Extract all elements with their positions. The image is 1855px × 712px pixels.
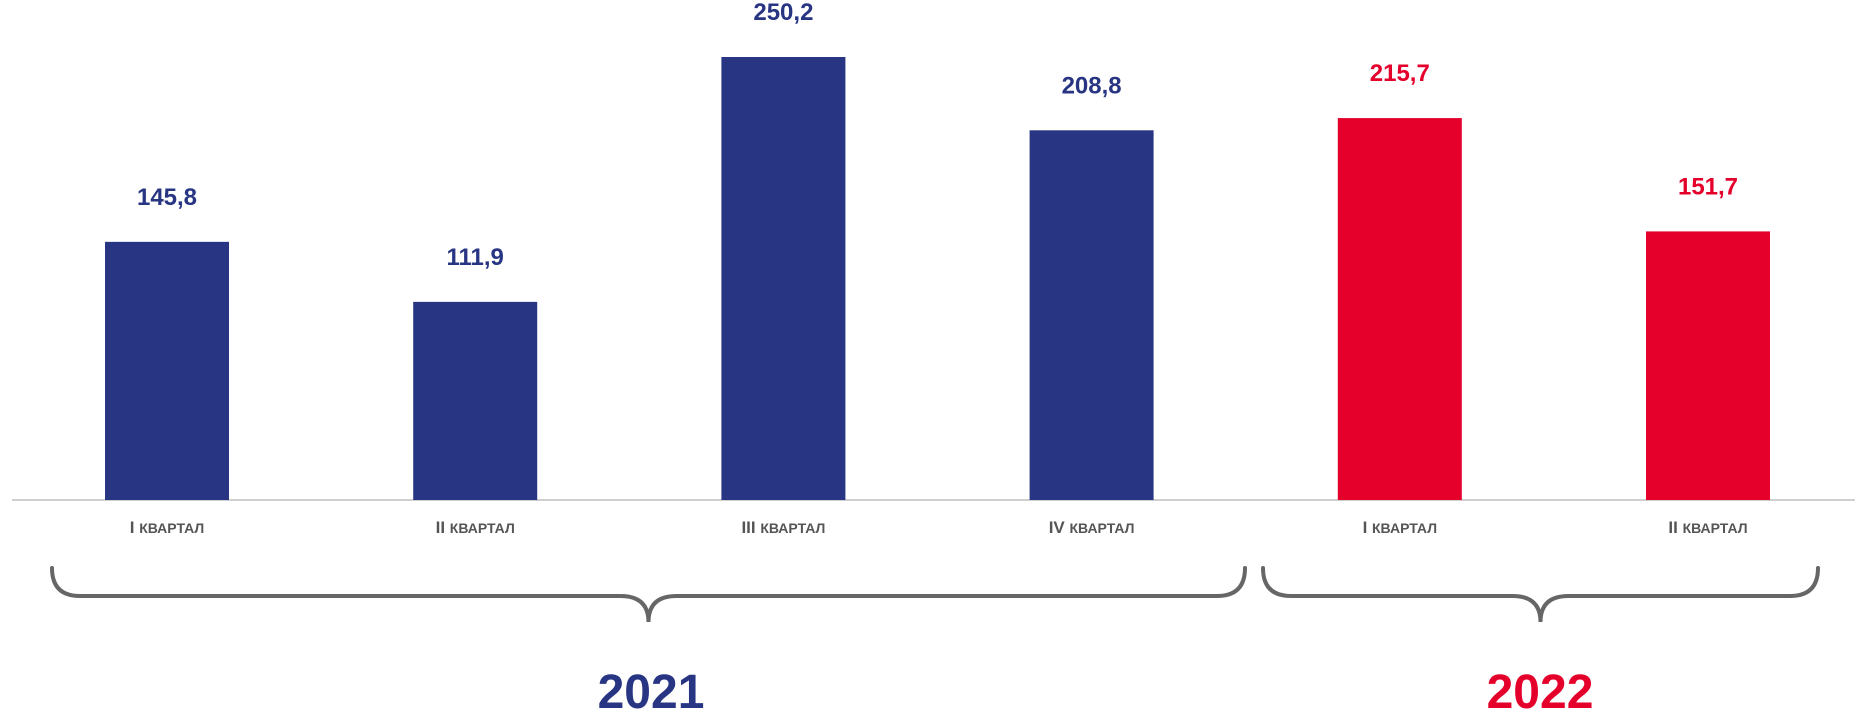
bar-value-label: 208,8 [1062,72,1122,99]
year-brace [1261,566,1820,623]
bar-value-label: 151,7 [1678,173,1738,200]
bar [721,57,846,500]
bar [1029,130,1154,500]
year-braces-group [50,566,1820,623]
x-tick-label: II КВАРТАЛ [1668,518,1747,537]
x-tick-label: I КВАРТАЛ [1363,518,1437,537]
bar [1646,231,1770,501]
bars-group [105,57,1770,501]
bar [1337,118,1462,500]
bar-value-label: 111,9 [446,244,503,271]
bar [105,241,229,500]
tick-labels-group: I КВАРТАЛ II КВАРТАЛ III КВАРТАЛ IV КВАРТАЛ… [130,518,1748,537]
bar-value-label: 145,8 [137,184,197,211]
x-tick-label: III КВАРТАЛ [741,518,825,537]
x-tick-label: I КВАРТАЛ [130,518,204,537]
year-labels-group: 2021 2022 [598,666,1594,712]
bar [413,301,538,500]
year-brace [50,566,1247,623]
year-label: 2022 [1487,666,1594,712]
year-label: 2021 [598,666,705,712]
bar-value-label: 215,7 [1370,60,1430,87]
x-tick-label: II КВАРТАЛ [436,518,515,537]
x-tick-label: IV КВАРТАЛ [1049,518,1135,537]
value-labels-group: 145,8 111,9 250,2 208,8 215,7 151,7 [137,0,1738,271]
bar-value-label: 250,2 [753,0,813,26]
